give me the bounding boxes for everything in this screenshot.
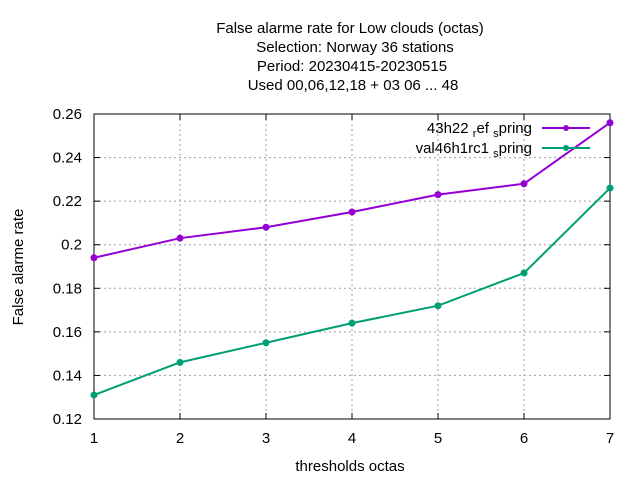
plot-frame [93, 113, 611, 420]
legend-label-2: val46h1rc1 spring [416, 140, 532, 160]
y-tick-label: 0.16 [53, 324, 82, 341]
legend-marker-1 [563, 125, 569, 131]
x-tick-label: 7 [606, 430, 614, 447]
data-point-series-1 [90, 254, 98, 262]
data-point-series-2 [262, 339, 270, 347]
x-tick-label: 5 [434, 430, 442, 447]
data-point-series-1 [520, 180, 528, 188]
title-line-1: False alarme rate for Low clouds (octas) [216, 20, 484, 37]
data-point-series-2 [606, 184, 614, 192]
data-point-series-2 [176, 358, 184, 366]
data-point-series-1 [262, 223, 270, 231]
title-line-3: Period: 20230415-20230515 [257, 58, 447, 75]
x-tick-label: 3 [262, 430, 270, 447]
y-axis-ticks: 0.12 0.14 0.16 0.18 0.2 0.22 0.24 0.26 [53, 106, 610, 428]
data-point-series-2 [348, 319, 356, 327]
chart-title: False alarme rate for Low clouds (octas)… [216, 20, 484, 94]
y-tick-label: 0.12 [53, 411, 82, 428]
title-line-2: Selection: Norway 36 stations [256, 39, 454, 56]
legend: 43h22 ref spring val46h1rc1 spring [416, 120, 590, 160]
title-line-4: Used 00,06,12,18 + 03 06 ... 48 [248, 77, 459, 94]
legend-label-1: 43h22 ref spring [427, 120, 532, 140]
x-axis-label: thresholds octas [295, 458, 404, 475]
x-tick-label: 2 [176, 430, 184, 447]
data-point-series-2 [90, 391, 98, 399]
y-tick-label: 0.26 [53, 106, 82, 123]
x-tick-label: 4 [348, 430, 356, 447]
y-tick-label: 0.22 [53, 193, 82, 210]
x-tick-label: 1 [90, 430, 98, 447]
data-point-series-2 [520, 269, 528, 277]
y-tick-label: 0.2 [61, 237, 82, 254]
data-point-series-2 [434, 302, 442, 310]
y-axis-label: False alarme rate [10, 209, 27, 326]
data-point-series-1 [606, 119, 614, 127]
y-tick-label: 0.18 [53, 280, 82, 297]
data-point-series-1 [176, 234, 184, 242]
data-point-series-1 [434, 191, 442, 199]
y-tick-label: 0.24 [53, 150, 82, 167]
legend-marker-2 [563, 145, 569, 151]
series-layer [90, 119, 614, 399]
grid-lines [94, 114, 610, 419]
y-tick-label: 0.14 [53, 367, 82, 384]
x-tick-label: 6 [520, 430, 528, 447]
data-point-series-1 [348, 208, 356, 216]
